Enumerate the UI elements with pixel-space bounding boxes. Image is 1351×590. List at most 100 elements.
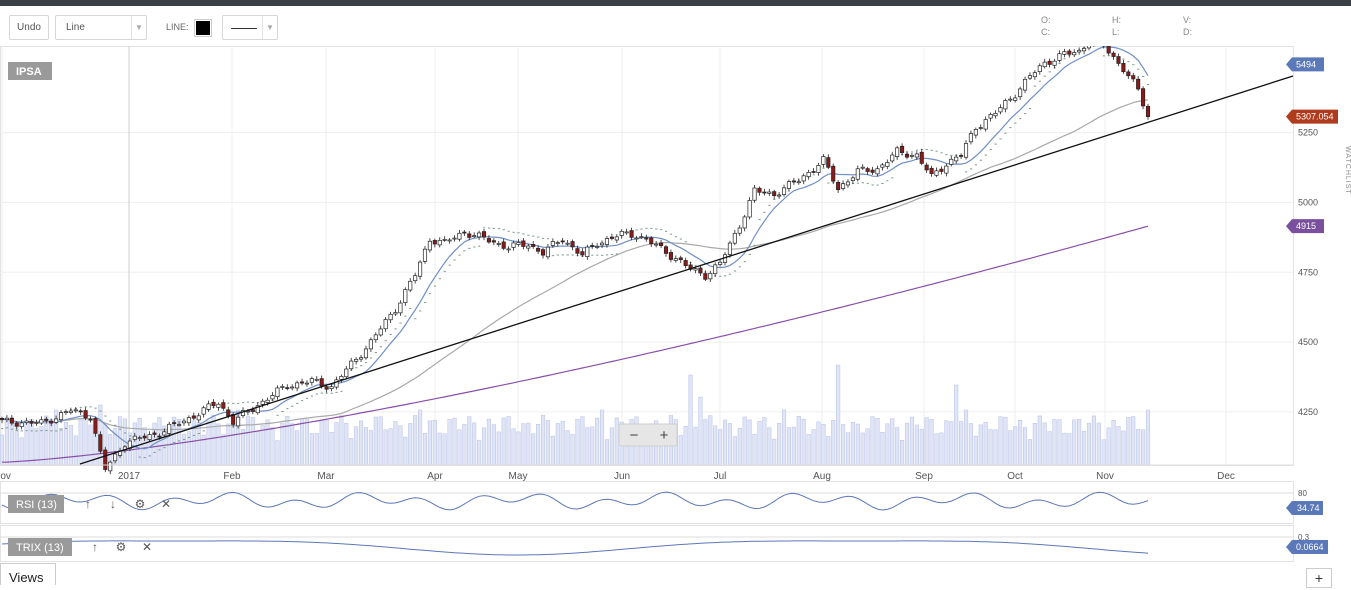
candle-body [865,168,870,172]
close-icon[interactable]: ✕ [142,540,152,554]
psar-dot [645,227,648,229]
candle-body [368,339,373,350]
psar-dot [969,168,973,170]
psar-dot [522,233,525,235]
psar-dot [655,228,658,230]
close-icon[interactable]: ✕ [161,497,171,511]
candle-body [1032,72,1037,78]
volume-bar [919,428,924,466]
candle-body [629,230,634,238]
y-tick-label: 5000 [1298,197,1318,207]
volume-bar [801,418,806,466]
rsi-value: 34.74 [1297,503,1320,513]
volume-bar [1082,431,1087,466]
candle-body [191,415,196,419]
psar-dot [227,402,230,404]
candle-body [944,165,949,174]
price-badge-label: 5494 [1296,59,1316,69]
arrow-up-icon[interactable]: ↑ [85,497,91,511]
candle-body [447,239,452,242]
psar-dot [940,152,943,154]
volume-bar [870,416,875,466]
psar-dot [738,266,741,268]
psar-dot [1043,75,1046,77]
psar-dot [979,159,982,161]
psar-dot [433,285,437,287]
arrow-up-icon[interactable]: ↑ [92,540,98,554]
psar-dot [984,154,987,156]
chart-type-select[interactable]: Line ▼ [55,15,147,40]
candle-body [44,418,49,421]
candle-body [49,420,54,424]
volume-bar [1022,427,1028,466]
candle-body [1086,43,1092,49]
volume-bar [442,433,447,466]
price-chart-svg[interactable]: 4250 4500 4750 5000 5250 Nov 2017 Feb Mar Apr May J… [0,30,1351,585]
candle-body [181,420,187,424]
volume-bar [772,438,777,466]
volume-bar [895,427,900,466]
candle-body [703,273,708,280]
candle-body [663,246,669,254]
volume-bar [477,439,482,466]
psar-dot [1024,113,1027,115]
volume-bar [280,422,285,466]
candle-body [408,280,413,291]
candle-body [63,411,68,413]
psar-dot [1009,127,1012,129]
volume-bar [427,420,432,466]
candle-body [1022,78,1028,91]
volume-bar [693,427,698,466]
psar-dot [507,230,510,232]
candle-body [600,242,605,246]
volume-bar [339,415,344,466]
volume-bar [260,425,265,466]
indicator-panels: RSI (13) 80 34.74 ↑ ↓ ⚙ ✕ TRIX (13) 0.30.0664 ↑ ⚙ ✕ [0,481,1328,562]
psar-dot [5,427,9,429]
line-style-select[interactable]: ▼ [222,15,278,40]
psar-dot [684,241,687,243]
zoom-in-icon[interactable]: + [660,427,669,444]
candle-body [339,376,344,380]
views-tab[interactable]: Views [0,563,56,585]
fast-ma-line [1,46,1149,450]
volume-bar [988,429,993,466]
candle-body [919,151,924,164]
chart-area[interactable]: 4250 4500 4750 5000 5250 Nov 2017 Feb Mar Apr May J… [0,30,1351,585]
volume-bar [1032,422,1037,466]
high-label: H: [1112,15,1121,25]
candle-body [472,235,477,237]
psar-dot [232,402,235,404]
candle-body [113,453,118,462]
slow-ma-line [1,99,1149,431]
volume-bar [791,426,796,466]
volume-label: V: [1183,15,1192,25]
volume-bar [383,429,388,466]
psar-dot [743,261,746,263]
volume-bar [555,423,560,466]
psar-dot [925,148,928,150]
psar-dot [886,180,889,182]
candle-body [713,264,718,275]
candle-body [1018,88,1023,98]
volume-bar [501,417,506,466]
gear-icon[interactable]: ⚙ [116,540,127,554]
volume-bar [536,424,541,466]
psar-dot [728,273,732,275]
volume-bar [959,421,964,466]
zoom-out-icon[interactable]: − [630,427,639,444]
gear-icon[interactable]: ⚙ [135,497,146,511]
line-color-swatch[interactable] [194,19,212,37]
candle-body [275,387,280,398]
psar-dot [679,238,682,240]
add-button[interactable]: + [1306,568,1332,588]
psar-dot [10,428,14,430]
price-badge [1286,219,1324,234]
watchlist-tab[interactable]: WATCHLIST [1344,146,1351,195]
candle-body [250,409,255,412]
volume-bar [290,423,295,466]
undo-button[interactable]: Undo [9,15,49,40]
rsi-value-badge [1286,501,1323,515]
arrow-down-icon[interactable]: ↓ [110,497,116,511]
candle-body [900,145,905,153]
